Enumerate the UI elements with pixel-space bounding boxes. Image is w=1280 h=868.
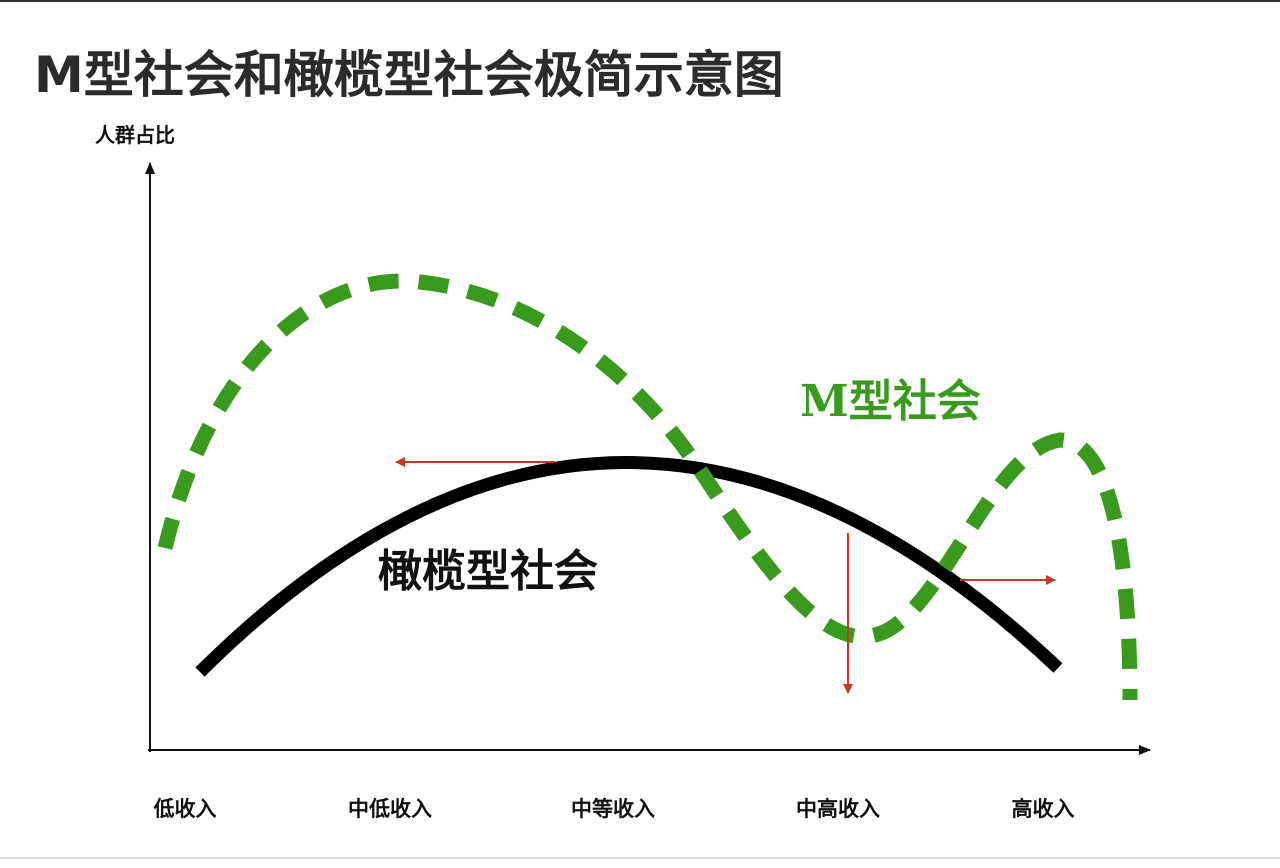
olive-label: 橄榄型社会 xyxy=(378,546,598,597)
m-label: M型社会 xyxy=(800,376,981,427)
x-label: 中高收入 xyxy=(796,796,880,821)
y-axis-label: 人群占比 xyxy=(95,123,175,147)
olive-curve xyxy=(195,456,1063,677)
m-curve xyxy=(157,273,1138,701)
x-label: 高收入 xyxy=(1012,796,1075,821)
x-label: 中低收入 xyxy=(348,796,432,821)
title: M型社会和橄榄型社会极简示意图 xyxy=(34,46,784,104)
x-label: 低收入 xyxy=(153,796,217,821)
x-label: 中等收入 xyxy=(571,796,655,821)
